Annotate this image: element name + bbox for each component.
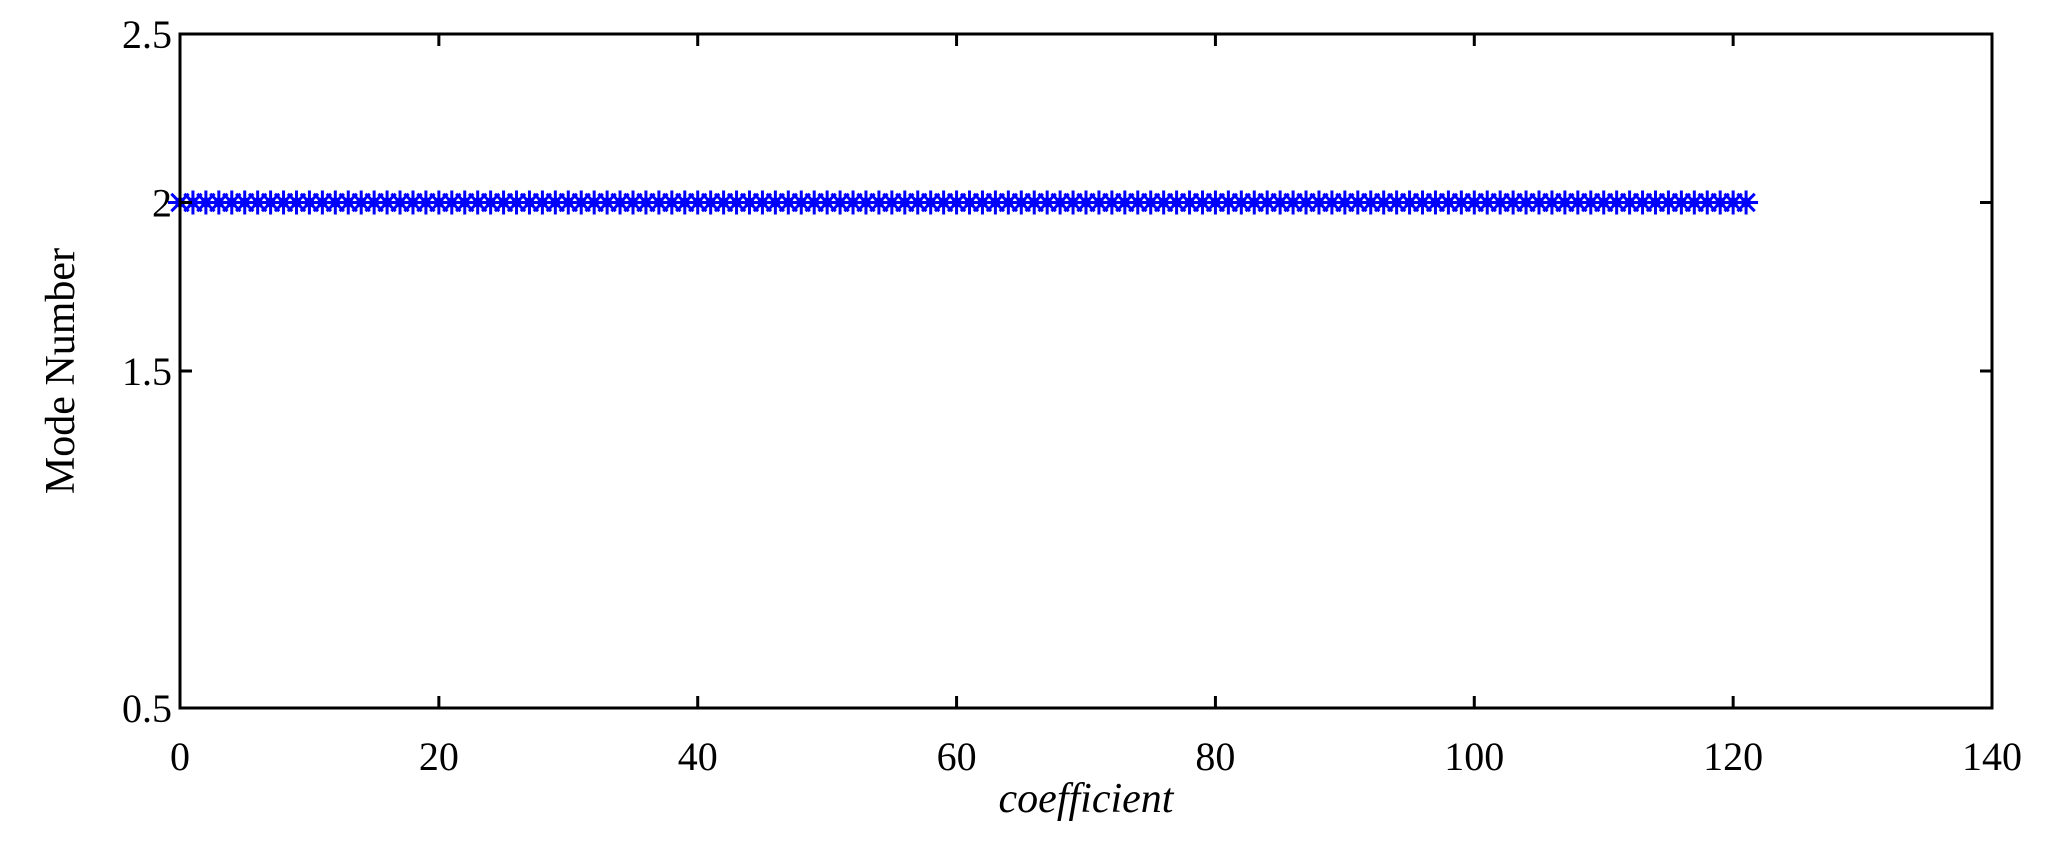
data-point	[1734, 190, 1759, 215]
x-tick-label: 100	[1444, 734, 1504, 779]
x-tick-labels: 0 20 40 60 80 100 120 140	[170, 734, 2022, 779]
y-tick-labels: 0.5 1.5 2 2.5	[122, 12, 172, 731]
data-point	[1358, 190, 1383, 215]
x-tick-label: 120	[1703, 734, 1763, 779]
y-axis-title: Mode Number	[38, 248, 84, 494]
y-tick-label: 1.5	[122, 349, 172, 394]
x-tick-label: 20	[419, 734, 459, 779]
y-tick-label: 2	[152, 181, 172, 226]
plot-frame	[178, 32, 1994, 710]
plot-series	[168, 190, 1759, 215]
x-tick-label: 140	[1962, 734, 2022, 779]
y-tick-label: 2.5	[122, 12, 172, 57]
x-tick-label: 0	[170, 734, 190, 779]
y-tick-label: 0.5	[122, 686, 172, 731]
x-axis-title: coefficient	[999, 776, 1175, 822]
axis-ticks	[178, 32, 1994, 710]
x-tick-label: 60	[937, 734, 977, 779]
x-tick-label: 80	[1195, 734, 1235, 779]
x-tick-label: 40	[678, 734, 718, 779]
